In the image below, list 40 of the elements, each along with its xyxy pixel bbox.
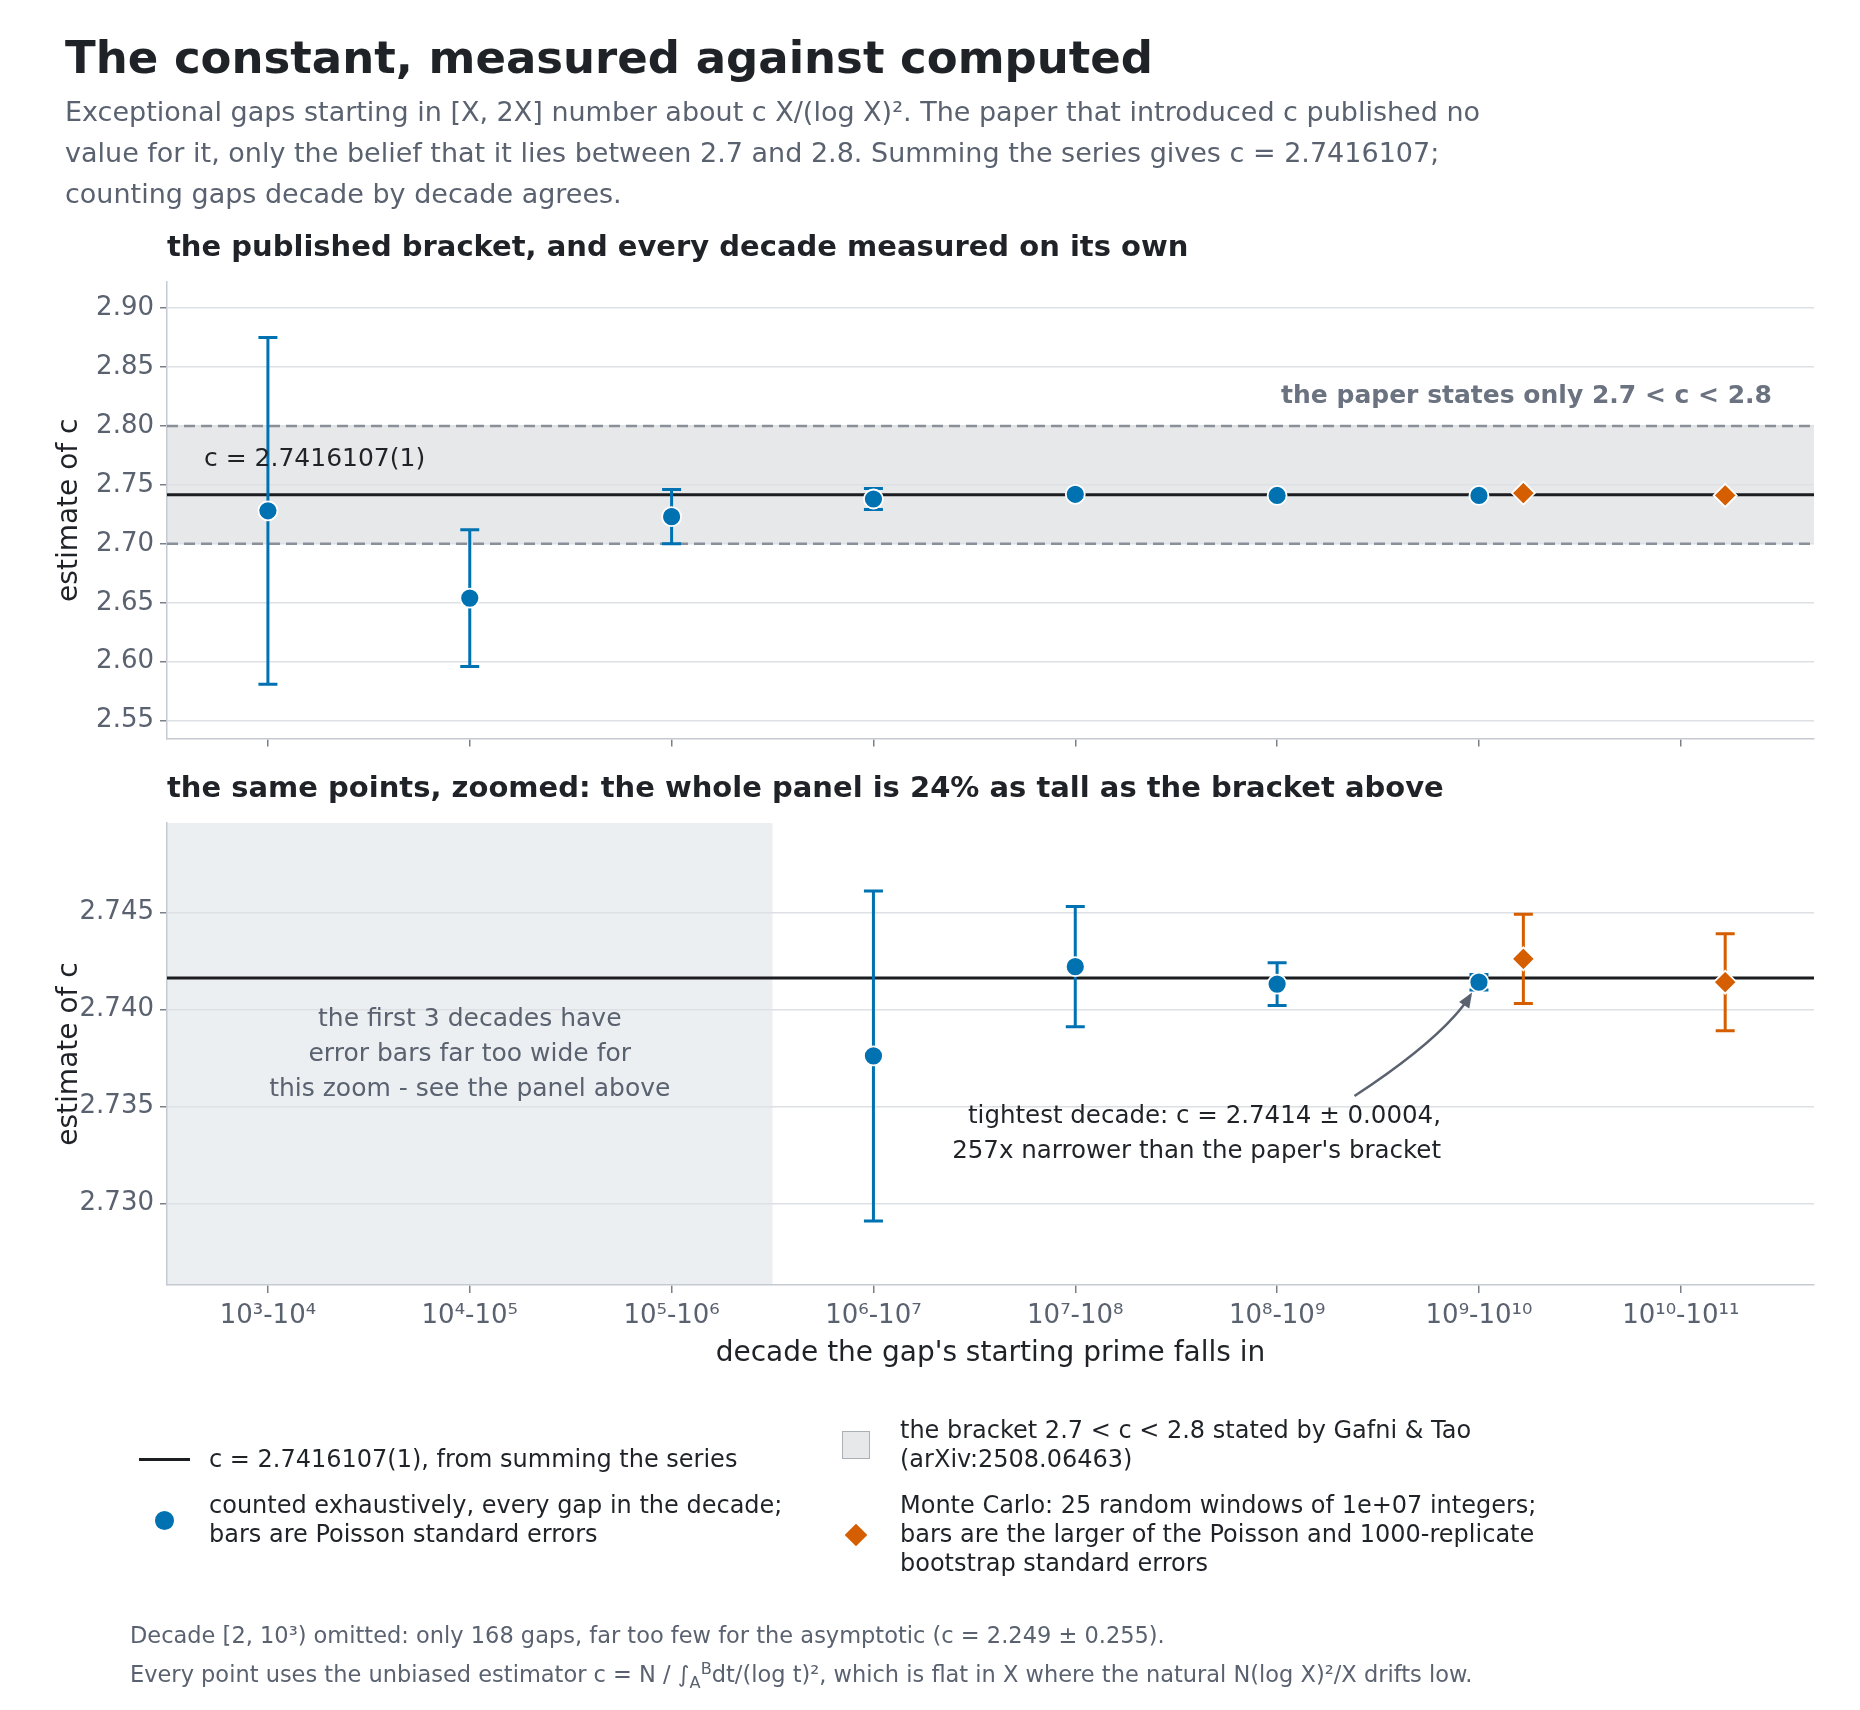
annotation: the paper states only 2.7 < c < 2.8 [1281, 380, 1772, 410]
x-tick-label: 10⁵-10⁶ [623, 1299, 720, 1330]
y-tick-label: 2.70 [96, 526, 154, 557]
x-tick-label: 10⁷-10⁸ [1027, 1299, 1124, 1330]
text: Decade [2, 10³) omitted: only 168 gaps, far too few for the asymptotic (c = 2.249 ± 0.255). [130, 1621, 1166, 1650]
point [1468, 485, 1490, 506]
point [257, 500, 279, 522]
chart-subtitle: Exceptional gaps starting in [X, 2X] number about c X/(log X)². The paper that introduced c published no value for it, only the belief that it lies between 2.7 and 2.8. Summing the series gives c = 2.7416107; counting gaps decade by decade agrees. [65, 95, 1482, 211]
text: Every point uses the unbiased estimator c = N / ∫$_{A}$$^{B}$dt/(log t)², which is flat in X where the natural N(log X)²/X drifts low. [130, 1658, 1473, 1692]
y-tick-label: 2.730 [79, 1186, 154, 1217]
y-axis-title: estimate of c [51, 418, 85, 602]
point [1064, 483, 1086, 505]
y-tick-label: 2.85 [96, 349, 154, 380]
x-axis-title: decade the gap's starting prime falls in [715, 1335, 1266, 1369]
chart-title: The constant, measured against computed [65, 31, 1154, 85]
legend-label: counted exhaustively, every gap in the decade; bars are Poisson standard errors [209, 1491, 783, 1549]
text: the published bracket, and every decade measured on its own [167, 228, 1189, 263]
point [1266, 485, 1288, 506]
y-tick-label: 2.740 [79, 992, 154, 1023]
legend-label: c = 2.7416107(1), from summing the series [209, 1445, 738, 1474]
y-tick-label: 2.90 [96, 290, 154, 321]
x-tick-label: 10⁴-10⁵ [421, 1299, 518, 1330]
x-tick-label: 10⁶-10⁷ [825, 1299, 922, 1330]
y-tick-label: 2.55 [96, 703, 154, 734]
point [459, 587, 481, 609]
legend-label: the bracket 2.7 < c < 2.8 stated by Gafni & Tao (arXiv:2508.06463) [900, 1416, 1472, 1474]
legend-label: Monte Carlo: 25 random windows of 1e+07 integers; bars are the larger of the Poisson and 1000-replicate bootstrap standard errors [900, 1491, 1537, 1578]
y-tick-label: 2.60 [96, 644, 154, 675]
x-tick-label: 10¹⁰-10¹¹ [1622, 1299, 1740, 1330]
y-tick-label: 2.65 [96, 585, 154, 616]
x-tick-label: 10³-10⁴ [219, 1299, 317, 1330]
chart-title: the same points, zoomed: the whole panel is 24% as tall as the bracket above [167, 769, 1444, 804]
band-label: the first 3 decades have error bars far too wide for this zoom - see the panel above [269, 1002, 671, 1102]
y-tick-label: 2.745 [79, 895, 154, 926]
annotation: tightest decade: c = 2.7414 ± 0.0004, 257x narrower than the paper's bracket [952, 1100, 1442, 1165]
y-tick-label: 2.75 [96, 467, 154, 498]
y-tick-label: 2.80 [96, 408, 154, 439]
point [661, 506, 682, 528]
x-tick-label: 10⁹-10¹⁰ [1425, 1299, 1533, 1330]
x-tick-label: 10⁸-10⁹ [1228, 1299, 1326, 1330]
